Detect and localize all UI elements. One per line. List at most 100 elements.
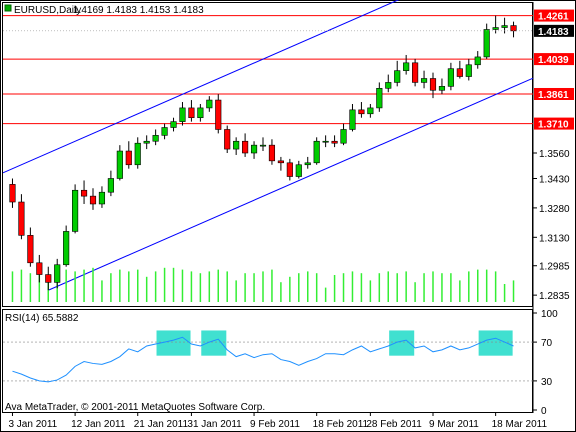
candle [36, 254, 43, 283]
candle-body [250, 144, 258, 154]
candle-body [63, 231, 70, 266]
candle [385, 74, 392, 93]
candle-body [447, 68, 454, 87]
candle-body [224, 129, 231, 150]
candle [322, 135, 329, 148]
candle [277, 156, 284, 171]
candle [188, 100, 195, 122]
candle [116, 145, 123, 181]
candle-body [206, 99, 213, 109]
price-tick-label: 1.2835 [539, 291, 570, 302]
date-axis: 3 Jan 2011 12 Jan 2011 21 Jan 2011 31 Jan 2… [8, 412, 547, 430]
candle-body [134, 142, 141, 166]
current-price-tag [534, 24, 574, 37]
candle [376, 82, 383, 112]
candle-body [259, 144, 267, 147]
header-icon [4, 4, 12, 12]
candle [295, 160, 302, 179]
candle-body [349, 109, 356, 130]
candle-body [501, 25, 508, 28]
candle-body [242, 140, 249, 154]
candle [170, 117, 177, 132]
price-panel [2, 2, 533, 307]
candle [80, 180, 88, 204]
candle-body [89, 195, 97, 205]
candle [456, 60, 463, 79]
candle-body [340, 129, 347, 144]
candle-body [286, 162, 293, 177]
candle-body [385, 82, 392, 89]
candle [242, 133, 249, 157]
candle-body [197, 107, 204, 119]
candle-body [27, 235, 34, 264]
candle-body [331, 140, 338, 144]
candle [206, 96, 213, 112]
level-price-tag [534, 117, 574, 130]
price-tick-label: 1.2985 [539, 262, 570, 273]
copyright-label: Ava MetaTrader, © 2001-2011 MetaQuotes S… [5, 402, 265, 413]
candle [429, 72, 437, 99]
candle-body [277, 160, 284, 164]
candle [313, 137, 320, 165]
rsi-overbought-box [389, 330, 415, 356]
candle [465, 58, 472, 81]
date-tick-label: 12 Jan 2011 [71, 419, 126, 430]
candle-body [143, 140, 150, 144]
rsi-axis: 100 70 30 0 [533, 309, 558, 417]
candle [224, 125, 231, 153]
candle-body [72, 189, 79, 232]
candle-body [45, 274, 52, 283]
candle-body [170, 121, 177, 128]
candle-body [376, 88, 383, 109]
candle [447, 62, 454, 91]
candle [89, 188, 97, 210]
candle-body [358, 109, 365, 115]
candle-body [188, 107, 195, 119]
level-price-tag [534, 53, 574, 66]
candle-body [179, 107, 186, 122]
candle [179, 102, 186, 126]
date-tick-label: 9 Feb 2011 [250, 419, 300, 430]
candle [304, 156, 311, 169]
candle [125, 141, 132, 169]
candle [27, 227, 34, 267]
candle [349, 103, 356, 132]
candle-body [492, 27, 499, 30]
candle [215, 94, 222, 134]
price-tag-label: 1.4039 [538, 55, 569, 66]
horizontal-levels[interactable] [3, 15, 533, 125]
candle-body [304, 162, 311, 166]
candle-body [98, 191, 106, 205]
candle [367, 103, 374, 118]
level-price-tag [534, 9, 574, 22]
trend-channel[interactable] [2, 0, 534, 291]
candle-body [215, 99, 222, 130]
price-tag-label: 1.3861 [538, 90, 569, 101]
candle-body [474, 56, 481, 66]
candle-body [403, 62, 410, 71]
candle-body [313, 140, 320, 164]
candle [134, 137, 141, 169]
rsi-line [3, 336, 533, 383]
candle [98, 186, 106, 208]
date-tick-label: 3 Jan 2011 [8, 419, 57, 430]
candle-body [483, 29, 490, 58]
candle-body [161, 127, 168, 136]
candle [45, 266, 52, 291]
candle-body [456, 68, 463, 77]
ohlc-label: 1.4169 1.4183 1.4153 1.4183 [73, 5, 204, 16]
date-tick-label: 31 Jan 2011 [187, 419, 242, 430]
candle [394, 60, 401, 87]
rsi-panel [2, 309, 533, 413]
candle-body [465, 64, 472, 77]
candle [18, 194, 25, 240]
candle [197, 103, 204, 122]
candle [9, 178, 16, 208]
candle [438, 78, 446, 95]
candle-body [125, 150, 132, 166]
candle-body [394, 70, 401, 83]
candle [358, 102, 365, 118]
price-tag-label: 1.4261 [538, 12, 569, 23]
channel-upper-line [2, 0, 400, 174]
